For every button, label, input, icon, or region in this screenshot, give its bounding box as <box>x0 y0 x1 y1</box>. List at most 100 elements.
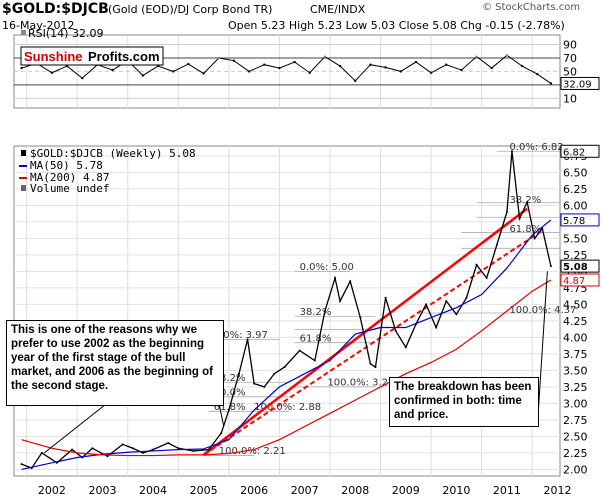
price-point <box>167 442 170 444</box>
x-tick-label-2004: 2004 <box>139 484 167 497</box>
price-tag-value: 5.08 <box>563 262 588 273</box>
x-tick-label-2006: 2006 <box>240 484 268 497</box>
annotation-right: The breakdown has been confirmed in both… <box>389 377 539 427</box>
x-tick-label-2010: 2010 <box>442 484 470 497</box>
price-point <box>152 448 155 451</box>
price-point <box>237 372 240 375</box>
legend-legend_ma200: MA(200) 4.87 <box>30 171 109 184</box>
rsi-legend-swatch <box>21 30 26 35</box>
rsi-point <box>445 63 448 66</box>
price-tag-value: 5.78 <box>563 216 585 227</box>
fib-label: 0.0%: 3.97 <box>214 330 268 341</box>
price-point <box>20 463 23 466</box>
price-point <box>465 296 468 299</box>
rsi-line <box>21 54 552 84</box>
price-tick-label: 6.50 <box>563 166 588 179</box>
rsi-point <box>247 70 251 73</box>
x-tick-label-2003: 2003 <box>88 484 116 497</box>
rsi-tick-label: 90 <box>563 39 577 52</box>
rsi-tick-label: 70 <box>563 52 577 65</box>
rsi-point <box>369 63 372 66</box>
ma200-line <box>21 279 552 457</box>
price-point <box>374 366 377 369</box>
rsi-point <box>384 66 387 69</box>
rsi-point <box>187 62 190 66</box>
price-tick-label: 2.25 <box>563 447 588 460</box>
annotation-left-line-1: This is one of the reasons why we <box>11 324 197 336</box>
chart-date: 16-May-2012 <box>2 19 75 32</box>
annotation-left-line-3: year of the first stage of the bull <box>11 352 186 364</box>
ma50-line <box>21 219 552 470</box>
price-point <box>55 461 58 464</box>
fib-label: 100.0%: 2.88 <box>254 402 321 413</box>
annotation-left-line-2: prefer to use 2002 as the beginning <box>11 338 204 350</box>
price-point <box>394 329 397 332</box>
price-point <box>445 300 448 303</box>
price-point <box>30 467 33 470</box>
rsi-tick-label: 10 <box>563 92 577 105</box>
fib-label: 61.8% <box>300 333 332 344</box>
rsi-point <box>202 72 205 75</box>
rsi-point <box>278 66 281 70</box>
price-point <box>273 372 276 375</box>
price-tick-label: 4.00 <box>563 331 588 344</box>
price-point <box>253 382 256 385</box>
price-point <box>81 456 84 459</box>
rsi-point <box>263 63 266 66</box>
trendline-dashed <box>203 229 543 456</box>
fib-label: 100.0%: 2.21 <box>219 446 286 457</box>
price-tick-label: 6.00 <box>563 199 588 212</box>
annotation-left: This is one of the reasons why we prefer… <box>6 320 224 406</box>
x-tick-label-2009: 2009 <box>392 484 420 497</box>
legend-legend_ma50: MA(50) 5.78 <box>30 159 103 172</box>
price-tick-label: 3.75 <box>563 348 588 361</box>
price-tick-label: 6.25 <box>563 183 588 196</box>
rsi-point <box>50 71 54 74</box>
rsi-point <box>414 60 418 64</box>
rsi-point <box>475 55 478 58</box>
price-point <box>359 316 362 319</box>
price-point <box>533 237 536 240</box>
rsi-point <box>354 79 357 83</box>
logo-frame <box>20 46 164 66</box>
price-point <box>323 310 326 312</box>
stockcharts-watermark: © StockCharts.com <box>482 2 581 13</box>
rsi-point <box>111 68 114 72</box>
price-point <box>246 338 249 341</box>
rsi-point <box>505 54 509 57</box>
price-point <box>414 323 417 326</box>
rsi-current-tag <box>560 76 600 90</box>
price-tag-value: 6.82 <box>563 147 585 158</box>
legend-swatch-legend_volume <box>21 185 26 191</box>
rsi-current-value: 32.09 <box>563 79 592 90</box>
rsi-point <box>399 70 402 73</box>
right-callout-pointer <box>537 271 548 417</box>
price-tick-label: 2.75 <box>563 414 588 427</box>
price-point <box>339 300 342 303</box>
chart-description: (Gold (EOD)/DJ Corp Bond TR) <box>108 3 273 16</box>
annotation-right-line-1: The breakdown has been <box>394 381 532 393</box>
rsi-point <box>323 55 327 58</box>
rsi-point <box>429 71 433 74</box>
fib-label: 38.2% <box>214 373 246 384</box>
rsi-point <box>490 66 493 70</box>
logo-word-profits: Profits.com <box>88 49 160 64</box>
price-point <box>91 447 94 450</box>
fib-label: 38.2% <box>509 195 541 206</box>
price-point <box>121 443 124 446</box>
rsi-point <box>536 72 539 76</box>
rsi-tick-label: 50 <box>563 65 577 78</box>
fib-label: 50.0% <box>214 387 246 398</box>
fib-label: 100.0%: 3.25 <box>327 378 394 389</box>
price-tick-label: 3.00 <box>563 397 588 410</box>
rsi-point <box>460 68 463 72</box>
annotation-right-line-3: and price. <box>394 409 449 421</box>
price-tag <box>560 259 600 273</box>
price-tick-label: 2.00 <box>563 463 588 476</box>
fib-label: 0.0%: 5.00 <box>300 262 354 273</box>
price-point <box>106 455 109 458</box>
annotation-left-line-5: the second stage. <box>11 380 109 392</box>
rsi-legend: RSI(14) 32.09 <box>28 27 103 40</box>
price-point <box>40 451 43 454</box>
